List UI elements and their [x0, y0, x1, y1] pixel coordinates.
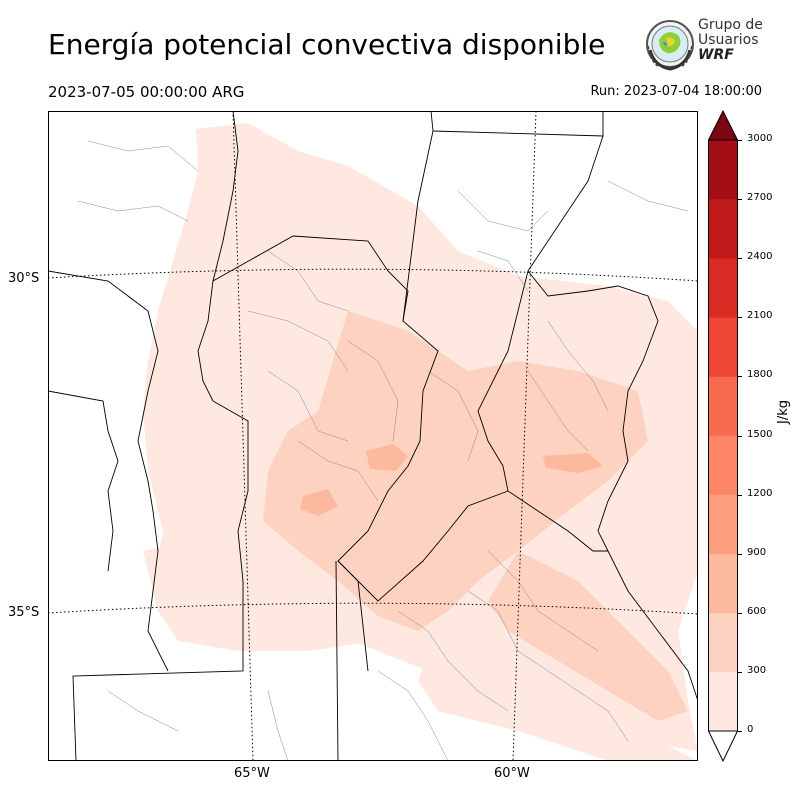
map-title: Energía potencial convectiva disponible: [48, 28, 606, 61]
border-6: [527, 135, 659, 552]
colorbar-tick-label: 1800: [747, 369, 773, 381]
colorbar-band: [708, 258, 738, 318]
logo-line-1: Grupo de: [698, 17, 763, 33]
dept-1: [87, 140, 199, 172]
colorbar-frame: [708, 139, 738, 732]
cape-field-600-c: [543, 453, 603, 473]
cape-map: [48, 111, 698, 761]
dept-2: [77, 200, 189, 222]
dept-13: [487, 550, 599, 652]
colorbar-tick-mark: [738, 199, 742, 201]
colorbar-tick-label: 1200: [747, 487, 773, 499]
graticule: [48, 111, 698, 761]
colorbar-tick-mark: [738, 435, 742, 437]
colorbar-tick-label: 0: [747, 724, 754, 735]
colorbar-tick-label: 3000: [747, 133, 773, 144]
colorbar-band: [708, 376, 738, 436]
colorbar-tick-mark: [738, 553, 742, 555]
dept-9: [477, 250, 529, 292]
dept-8: [457, 190, 549, 232]
run-time: Run: 2023-07-04 18:00:00: [590, 84, 762, 99]
meridian-65w: [232, 111, 254, 761]
dept-4: [247, 310, 349, 372]
dept-18: [267, 690, 289, 761]
province-borders: [48, 111, 698, 761]
colorbar-unit: J/kg: [776, 400, 791, 424]
department-borders: [77, 140, 689, 761]
cape-field-600-b: [300, 489, 338, 516]
dept-12: [527, 370, 589, 452]
border-12: [48, 390, 119, 572]
colorbar-band: [708, 612, 738, 673]
colorbar-tick-label: 2100: [747, 310, 773, 322]
dept-19: [107, 690, 179, 732]
dept-11: [547, 320, 609, 412]
colorbar-tick-mark: [738, 140, 742, 141]
border-8: [337, 490, 509, 602]
colorbar-band: [708, 140, 738, 200]
colorbar-tick-mark: [738, 612, 742, 614]
border-5: [402, 130, 434, 322]
dept-20: [607, 180, 689, 212]
dept-3: [267, 250, 349, 312]
lon-label-65w: 65°W: [234, 766, 270, 781]
lon-label-60w: 60°W: [494, 766, 530, 781]
colorbar-band: [708, 435, 738, 495]
logo-line-3: WRF: [698, 47, 734, 63]
valid-time: 2023-07-05 00:00:00 ARG: [48, 83, 245, 101]
colorbar-band: [708, 553, 738, 614]
colorbar-band: [708, 317, 738, 377]
logo-line-2: Usuarios: [698, 32, 759, 48]
dept-14: [467, 590, 549, 672]
colorbar-tick-label: 1500: [747, 428, 773, 440]
cape-field-300-east: [488, 551, 688, 721]
colorbar-band: [708, 671, 738, 732]
cape-field-south-patch: [418, 651, 698, 761]
colorbar-band: [708, 199, 738, 259]
border-2: [72, 400, 249, 761]
lat-label-30s: 30°S: [8, 271, 40, 286]
globe-emblem-icon: [646, 20, 694, 71]
cape-field-300: [263, 311, 648, 631]
colorbar-band: [708, 494, 738, 554]
colorbar-tick-mark: [738, 731, 742, 732]
colorbar-tick-label: 900: [747, 546, 767, 558]
colorbar: [708, 110, 738, 762]
dept-7: [347, 340, 399, 442]
colorbar-under-arrow: [708, 730, 738, 762]
colorbar-tick-mark: [738, 258, 742, 260]
border-4: [430, 111, 604, 137]
colorbar-bands: [708, 110, 738, 762]
colorbar-tick-label: 300: [747, 664, 767, 676]
colorbar-tick-label: 2700: [747, 192, 773, 204]
dept-5: [267, 370, 349, 442]
cape-field-west-patch: [143, 541, 388, 651]
colorbar-tick-mark: [738, 671, 742, 673]
wrf-group-logo: Grupo de Usuarios WRF: [638, 16, 766, 74]
border-7: [477, 270, 529, 492]
parallel-35s: [48, 602, 698, 615]
border-10: [335, 560, 339, 761]
dept-17: [547, 670, 629, 742]
map-frame: [48, 111, 698, 761]
cape-field-600-a: [366, 444, 408, 471]
border-11: [48, 270, 169, 672]
dept-10: [427, 370, 479, 462]
dept-6: [297, 440, 379, 502]
colorbar-tick-label: 2400: [747, 251, 773, 263]
dept-16: [377, 670, 449, 761]
border-3: [212, 235, 439, 672]
border-9: [507, 490, 698, 702]
parallel-30s: [48, 268, 698, 282]
colorbar-tick-mark: [738, 494, 742, 496]
colorbar-over-arrow: [708, 110, 738, 141]
colorbar-tick-label: 600: [747, 605, 767, 617]
dept-15: [397, 610, 509, 712]
colorbar-tick-mark: [738, 317, 742, 319]
colorbar-tick-mark: [738, 376, 742, 378]
lat-label-35s: 35°S: [8, 605, 40, 620]
meridian-60w: [512, 111, 537, 761]
